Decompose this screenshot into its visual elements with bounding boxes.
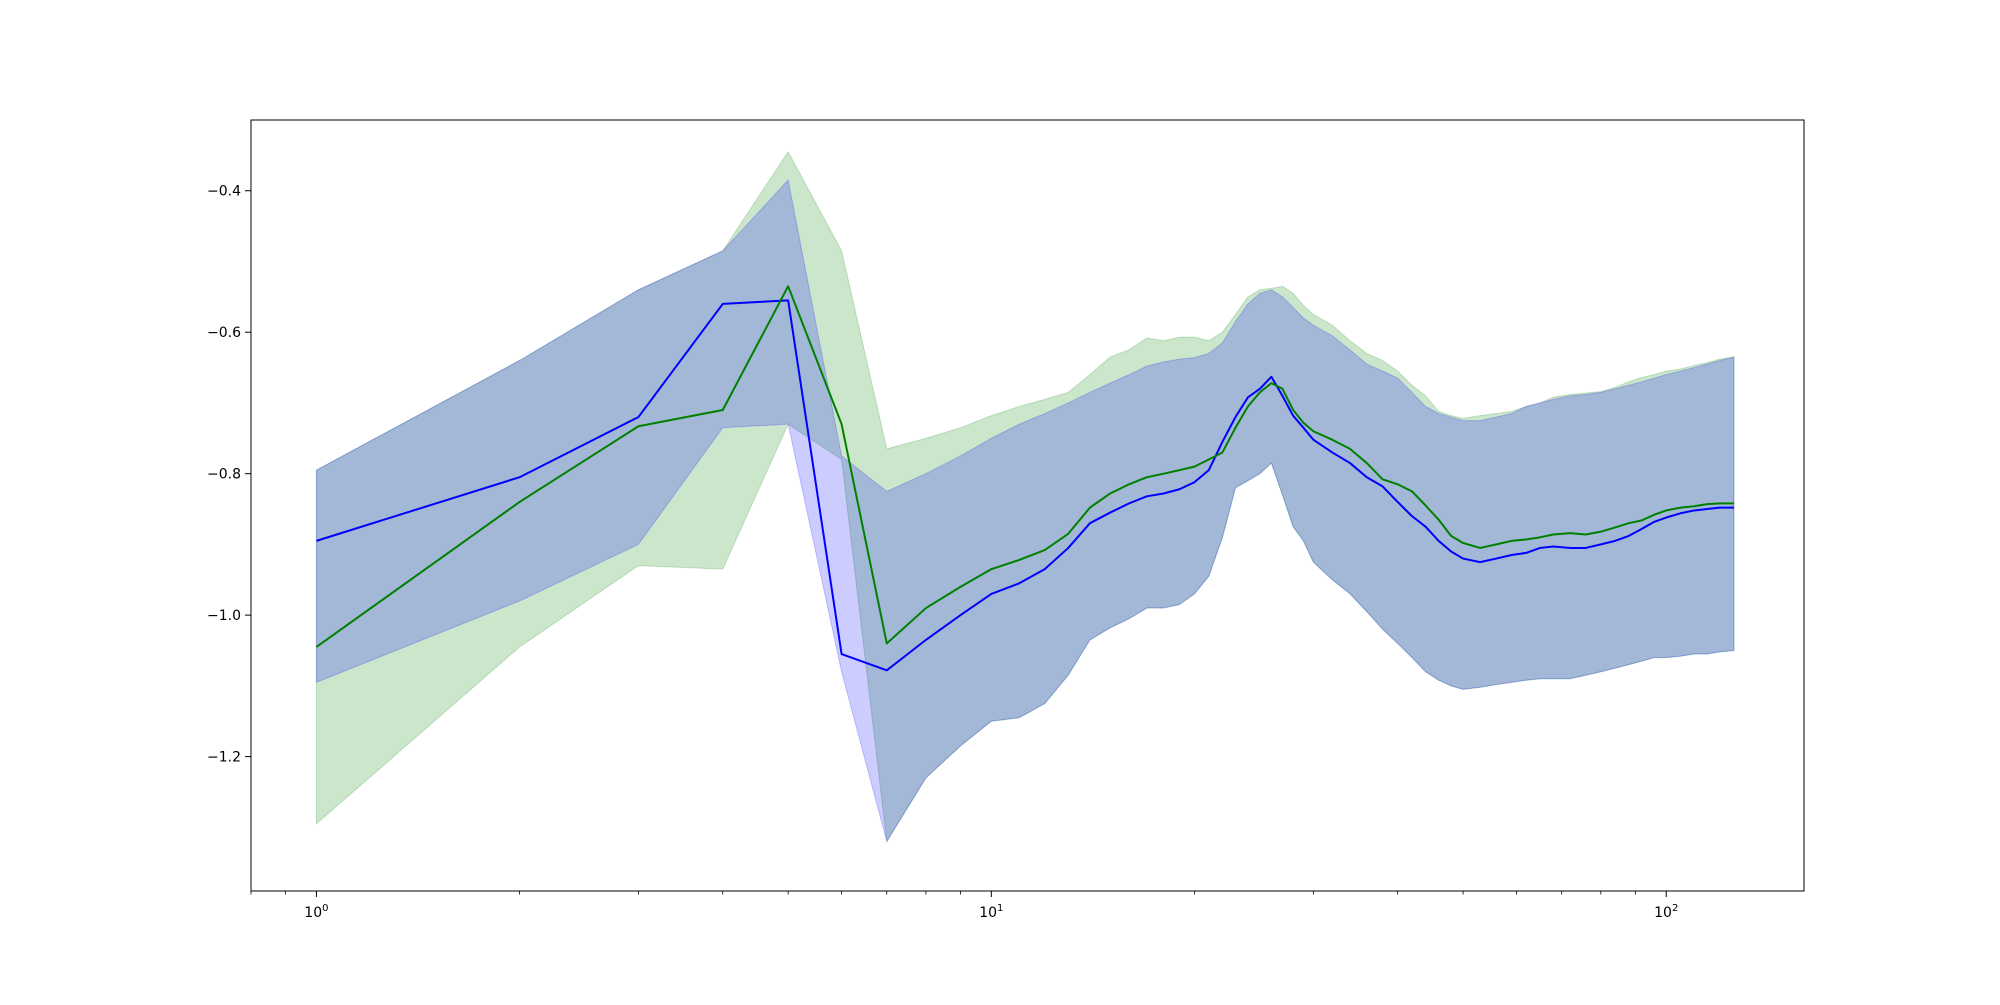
axes-frame <box>250 119 1805 892</box>
xtick-label: 100 <box>304 903 328 921</box>
series-line-1 <box>315 285 1734 648</box>
ytick-label: −0.6 <box>207 325 241 341</box>
plot-layer <box>315 150 1735 843</box>
xtick-label: 102 <box>1654 903 1678 921</box>
ytick-label: −0.4 <box>207 184 241 200</box>
confidence-band-1 <box>315 150 1735 843</box>
ytick-label: −1.2 <box>207 750 241 766</box>
series-line-0 <box>316 299 1734 672</box>
ytick-label: −1.0 <box>207 608 241 624</box>
xtick-label: 101 <box>979 903 1003 921</box>
axis-layer: −0.4 −0.6 −0.8 −1.0 −1.2 100 101 102 <box>207 184 1678 921</box>
confidence-band-0 <box>315 179 1735 843</box>
ytick-label: −0.8 <box>207 467 241 483</box>
